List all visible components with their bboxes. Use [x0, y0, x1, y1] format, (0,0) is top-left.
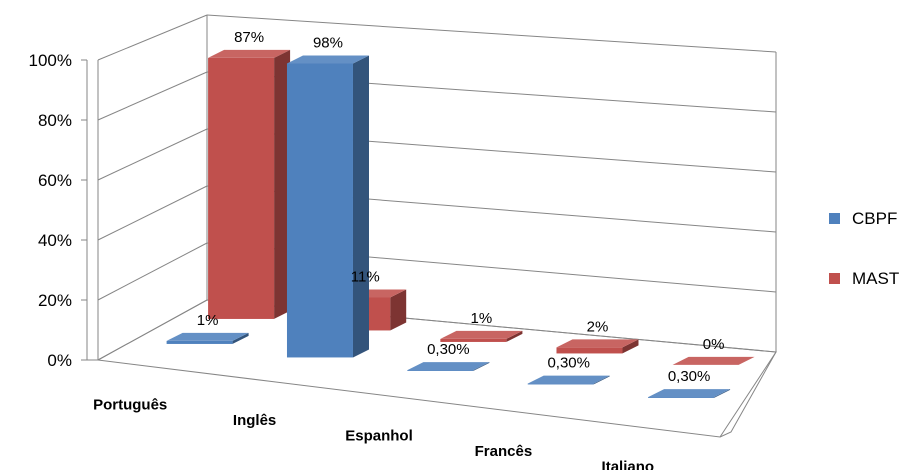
side-gridline [97, 242, 208, 301]
bar-cbpf [166, 332, 249, 344]
data-label: 0,30% [668, 368, 711, 385]
y-tick-label: 40% [38, 231, 72, 250]
legend-label: MAST [852, 269, 899, 288]
data-label: 0% [703, 336, 725, 353]
bar-cbpf [407, 362, 490, 371]
back-gridline [206, 14, 777, 53]
data-labels: 87% 11% 1% 2% 0% 1% 98% 0,30% 0,30% 0,30% [197, 29, 725, 385]
y-tick-label: 20% [38, 291, 72, 310]
data-label: 87% [234, 29, 264, 46]
side-gridline [97, 185, 208, 241]
side-gridline [97, 128, 208, 181]
data-label: 0,30% [547, 355, 590, 372]
data-label: 0,30% [427, 341, 470, 358]
legend-item-mast: MAST [829, 269, 899, 288]
data-label: 11% [351, 268, 380, 285]
bar-mast [556, 339, 639, 354]
category-label: Espanhol [345, 428, 413, 445]
side-gridline [97, 14, 208, 61]
category-label: Francês [475, 443, 533, 460]
bar-cbpf [286, 55, 369, 358]
floor-right-edge [719, 351, 777, 438]
category-label: Português [93, 397, 167, 414]
bar-cbpf [527, 375, 610, 385]
y-tick-label: 100% [29, 51, 72, 70]
bar-series [166, 49, 755, 398]
legend: CBPF MAST [829, 209, 899, 288]
legend-label: CBPF [852, 209, 897, 228]
y-tick-label: 60% [38, 171, 72, 190]
bar-cbpf [648, 389, 731, 398]
category-label: Inglês [233, 412, 276, 429]
data-label: 1% [471, 310, 493, 327]
legend-swatch [829, 213, 840, 224]
bar-mast [440, 330, 523, 342]
bar-mast [208, 49, 291, 319]
side-gridline [97, 71, 208, 121]
data-label: 2% [587, 318, 609, 335]
y-tick-label: 0% [47, 351, 72, 370]
category-labels: Português Inglês Espanhol Francês Italiano [93, 397, 654, 470]
y-tick-label: 80% [38, 111, 72, 130]
y-axis-tick-labels: 0% 20% 40% 60% 80% 100% [29, 51, 72, 370]
bar-mast [672, 356, 755, 365]
data-label: 98% [313, 34, 343, 51]
data-label: 1% [197, 312, 219, 329]
legend-swatch [829, 273, 840, 284]
category-label: Italiano [602, 458, 655, 470]
legend-item-cbpf: CBPF [829, 209, 897, 228]
